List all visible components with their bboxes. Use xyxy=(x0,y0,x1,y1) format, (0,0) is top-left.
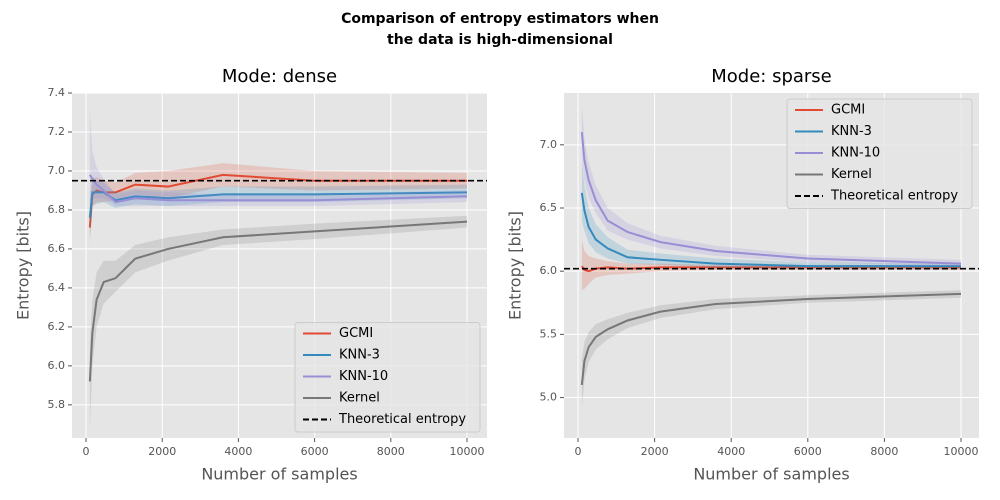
y-tick-label: 6.5 xyxy=(540,201,558,214)
y-tick-label: 6.6 xyxy=(48,242,66,255)
y-tick-label: 7.2 xyxy=(48,125,66,138)
y-tick-label: 5.5 xyxy=(540,327,558,340)
series-line xyxy=(88,174,468,204)
series-line xyxy=(88,191,468,218)
x-tick-label: 0 xyxy=(83,445,90,458)
x-tick-label: 2000 xyxy=(641,445,669,458)
y-tick-label: 6.0 xyxy=(540,264,558,277)
x-tick-label: 4000 xyxy=(224,445,252,458)
y-tick-label: 6.0 xyxy=(48,359,66,372)
y-axis-label: Entropy [bits] xyxy=(14,211,33,320)
x-axis-label: Number of samples xyxy=(693,465,849,484)
legend-label: Theoretical entropy xyxy=(830,189,958,204)
x-tick-label: 6000 xyxy=(301,445,329,458)
figure-title: the data is high-dimensional xyxy=(387,32,613,48)
legend-label: KNN-10 xyxy=(339,369,388,384)
legend-label: KNN-3 xyxy=(831,124,872,139)
y-tick-label: 5.0 xyxy=(540,391,558,404)
confidence-band xyxy=(581,159,961,269)
legend-label: Kernel xyxy=(831,167,872,182)
x-tick-label: 8000 xyxy=(377,445,405,458)
x-tick-label: 0 xyxy=(575,445,582,458)
y-tick-label: 6.4 xyxy=(48,281,66,294)
figure-title: Comparison of entropy estimators when xyxy=(341,11,659,27)
x-axis-label: Number of samples xyxy=(201,465,357,484)
legend-box xyxy=(786,98,973,209)
legend-label: KNN-3 xyxy=(339,348,380,363)
y-tick-label: 6.2 xyxy=(48,320,66,333)
x-tick-label: 2000 xyxy=(148,445,176,458)
y-tick-label: 7.4 xyxy=(48,86,66,99)
subplot-title: Mode: dense xyxy=(222,66,337,87)
subplot-title: Mode: sparse xyxy=(711,66,832,87)
legend-label: GCMI xyxy=(831,103,865,118)
series-line xyxy=(580,192,961,268)
legend-label: KNN-10 xyxy=(831,146,880,161)
x-tick-label: 10000 xyxy=(943,445,978,458)
y-tick-label: 6.8 xyxy=(48,203,66,216)
legend-label: Kernel xyxy=(339,391,380,406)
x-tick-label: 10000 xyxy=(449,445,484,458)
series-line xyxy=(88,220,468,382)
x-tick-label: 4000 xyxy=(717,445,745,458)
y-tick-label: 5.8 xyxy=(48,398,66,411)
series-line xyxy=(580,132,962,265)
legend-box xyxy=(294,322,481,433)
series-line xyxy=(581,265,961,273)
x-tick-label: 6000 xyxy=(794,445,822,458)
series-line xyxy=(580,292,962,386)
y-axis-label: Entropy [bits] xyxy=(506,211,525,320)
y-tick-label: 7.0 xyxy=(48,164,66,177)
legend-label: GCMI xyxy=(339,326,373,341)
y-tick-label: 7.0 xyxy=(540,138,558,151)
legend-label: Theoretical entropy xyxy=(338,412,466,427)
x-tick-label: 8000 xyxy=(870,445,898,458)
